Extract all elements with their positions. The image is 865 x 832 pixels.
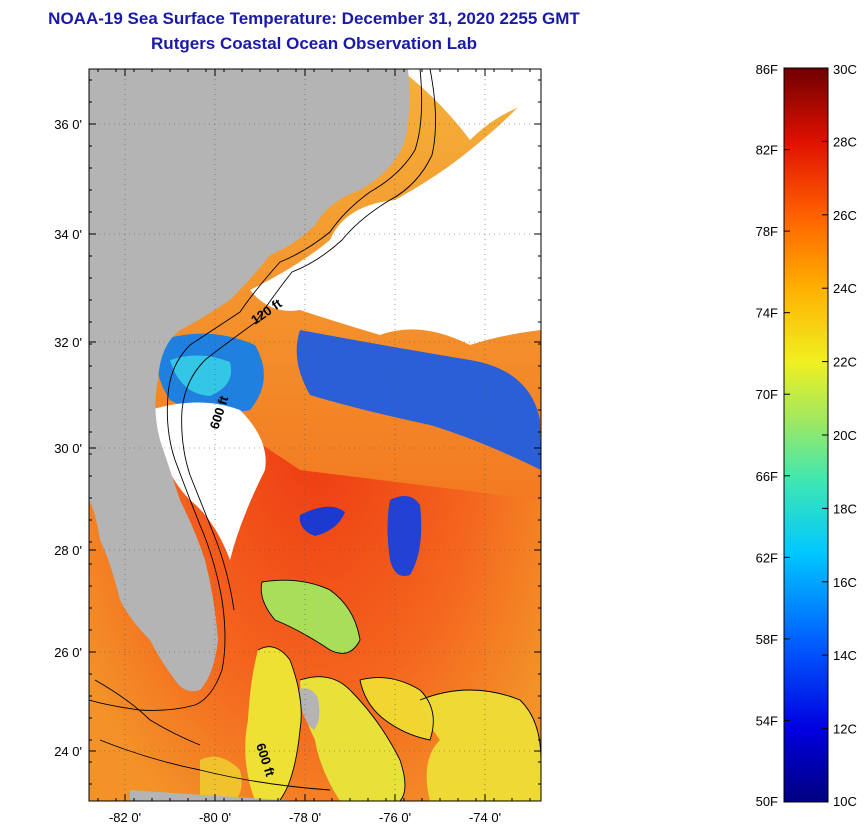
cloud-cover [400, 69, 541, 140]
celsius-scale-label: 20C [833, 428, 857, 443]
celsius-scale-label: 24C [833, 281, 857, 296]
grid-lines [89, 69, 541, 801]
fahrenheit-scale-label: 58F [756, 632, 778, 647]
cloud-cover [250, 80, 541, 345]
lat-tick-label: 26 0' [54, 645, 82, 660]
bahamas-bank [261, 580, 360, 654]
fahrenheit-scale-label: 78F [756, 224, 778, 239]
fahrenheit-scale-label: 62F [756, 550, 778, 565]
lon-tick-label: -76 0' [379, 810, 411, 825]
lat-tick-label: 36 0' [54, 117, 82, 132]
fahrenheit-scale-label: 86F [756, 62, 778, 77]
celsius-scale-label: 26C [833, 208, 857, 223]
lon-tick-label: -82 0' [109, 810, 141, 825]
bahamas-bank [360, 677, 434, 740]
celsius-scale-label: 10C [833, 794, 857, 809]
fahrenheit-scale-label: 50F [756, 794, 778, 809]
fahrenheit-scale-label: 74F [756, 306, 778, 321]
cloud-cover [150, 402, 266, 560]
lon-tick-label: -80 0' [199, 810, 231, 825]
bahamas-bank [245, 646, 302, 801]
fahrenheit-scale-label: 70F [756, 387, 778, 402]
celsius-scale-label: 22C [833, 355, 857, 370]
bahamas-bank [200, 756, 242, 801]
celsius-scale-label: 12C [833, 722, 857, 737]
lat-tick-label: 28 0' [54, 543, 82, 558]
map-subtitle: Rutgers Coastal Ocean Observation Lab [151, 34, 477, 53]
celsius-scale-label: 18C [833, 501, 857, 516]
cool-water-patch [170, 355, 232, 396]
fahrenheit-scale-label: 54F [756, 713, 778, 728]
celsius-scale-label: 28C [833, 134, 857, 149]
bathymetry-contours [89, 69, 541, 801]
lat-tick-label: 24 0' [54, 744, 82, 759]
cool-water-patch [299, 506, 345, 536]
map-title: NOAA-19 Sea Surface Temperature: Decembe… [48, 9, 580, 28]
cool-water-patch [296, 330, 541, 470]
lat-tick-label: 34 0' [54, 227, 82, 242]
fahrenheit-scale-label: 66F [756, 469, 778, 484]
lat-tick-label: 32 0' [54, 335, 82, 350]
land-mass [130, 790, 300, 801]
celsius-scale-label: 14C [833, 648, 857, 663]
map-frame [88, 68, 542, 802]
fahrenheit-scale-label: 82F [756, 143, 778, 158]
lon-tick-label: -78 0' [289, 810, 321, 825]
land-mass [298, 688, 320, 730]
lat-tick-label: 30 0' [54, 441, 82, 456]
color-scale-bar [783, 67, 829, 803]
cool-water-patch [387, 496, 422, 576]
celsius-scale-label: 30C [833, 62, 857, 77]
bahamas-bank [420, 690, 541, 801]
land-mass [89, 69, 410, 692]
axis-ticks [89, 69, 541, 801]
lon-tick-label: -74 0' [469, 810, 501, 825]
bahamas-bank [300, 676, 405, 801]
celsius-scale-label: 16C [833, 575, 857, 590]
